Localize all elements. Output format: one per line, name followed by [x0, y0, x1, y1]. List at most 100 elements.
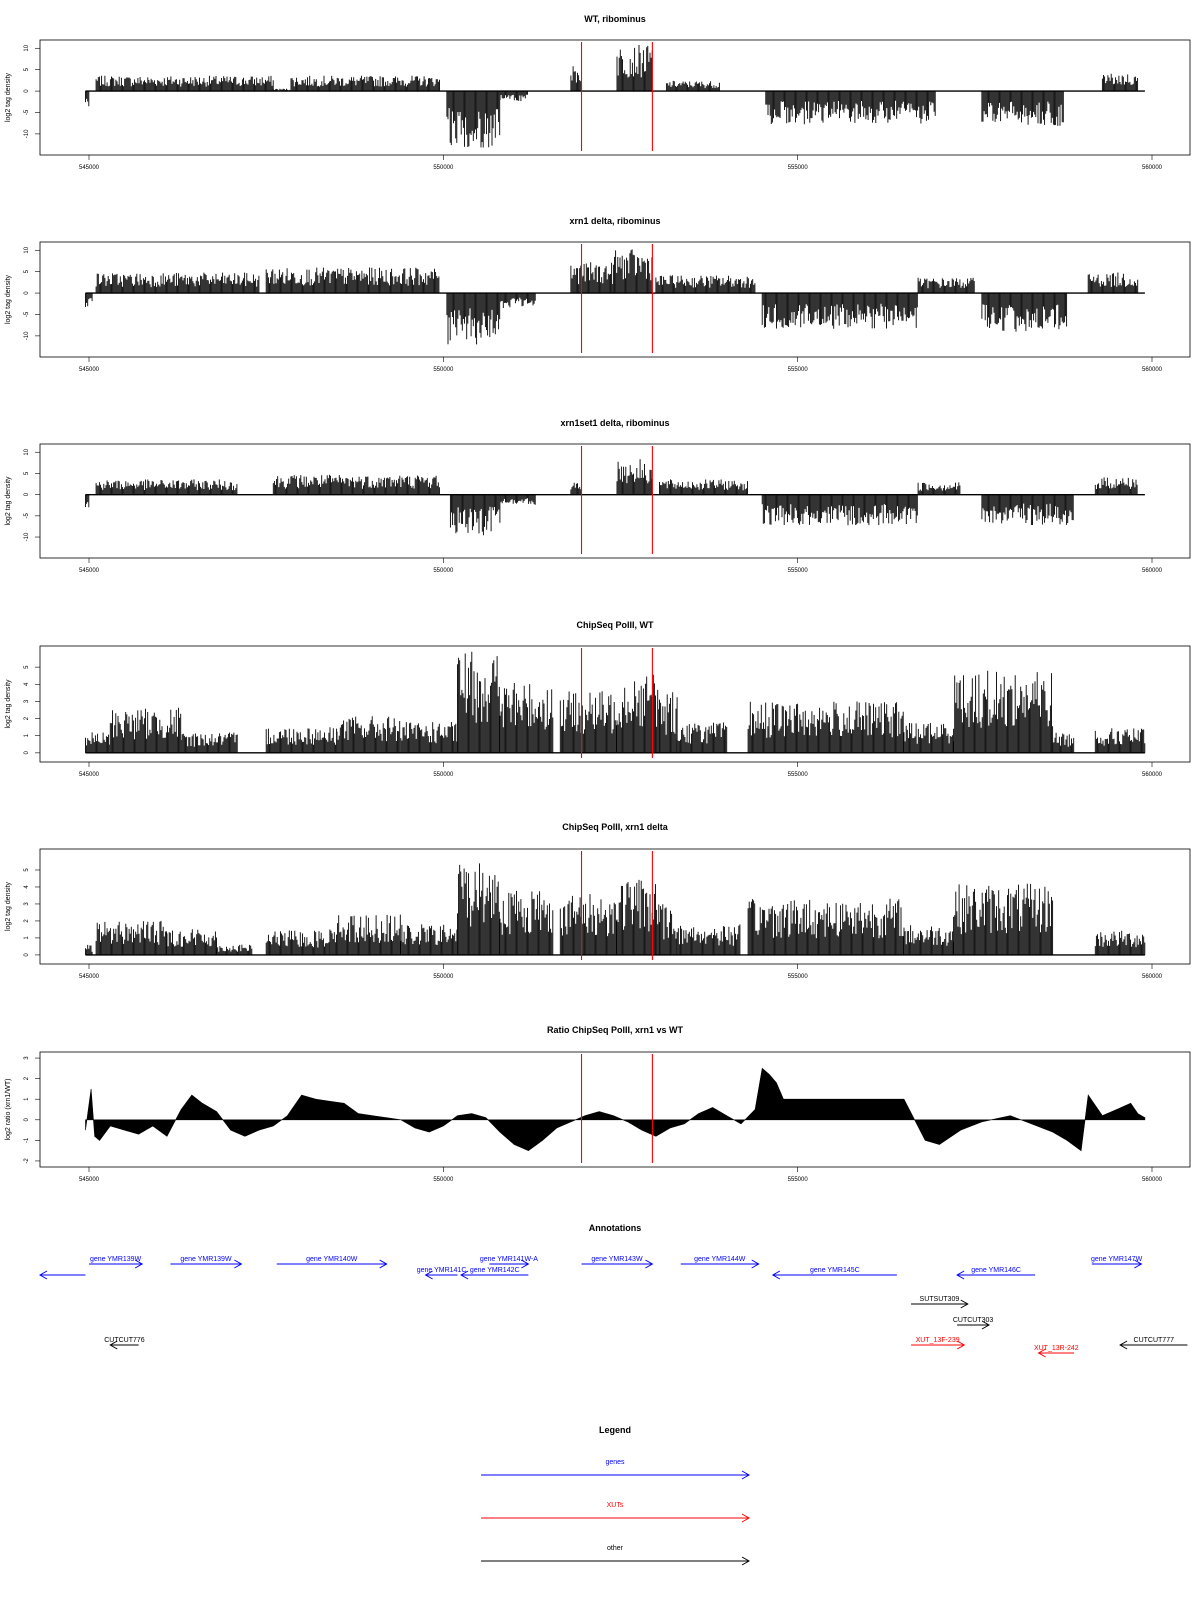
- y-axis-label: log2 tag density: [5, 72, 12, 122]
- signal-bar-segment: [85, 494, 90, 508]
- y-tick-label: 4: [24, 885, 30, 889]
- legend-label: other: [607, 1545, 624, 1552]
- signal-bar-segment: [570, 262, 614, 294]
- x-tick-label: 560000: [1142, 367, 1163, 373]
- signal-bar-segment: [1101, 73, 1139, 92]
- x-tick-label: 550000: [433, 1177, 454, 1183]
- annotation-label: gene YMR140W: [306, 1256, 358, 1263]
- y-axis-label: log2 tag density: [5, 476, 12, 526]
- signal-bar-segment: [499, 293, 536, 308]
- x-tick-label: 555000: [788, 772, 809, 778]
- signal-bar-segment: [903, 723, 954, 753]
- signal-bar-segment: [446, 91, 501, 148]
- signal-bar-segment: [655, 275, 756, 294]
- legend-label: XUTs: [607, 1502, 624, 1509]
- plot-frame: [39, 1051, 1191, 1168]
- y-tick-label: 2: [24, 716, 30, 720]
- y-tick-label: 0: [24, 291, 30, 295]
- plot-frame: [39, 848, 1191, 965]
- annotation-label: CUTCUT777: [1134, 1337, 1175, 1344]
- annotation-label: SUTSUT309: [920, 1296, 960, 1303]
- annotation-arrowhead: [956, 1270, 965, 1280]
- y-tick-label: -1: [24, 1137, 30, 1143]
- signal-bar-segment: [616, 879, 660, 955]
- y-tick-label: -2: [24, 1158, 30, 1164]
- legend-arrowhead: [741, 1556, 751, 1566]
- signal-bar-segment: [109, 707, 182, 753]
- annotation-arrowhead: [134, 1259, 144, 1269]
- y-tick-label: 4: [24, 682, 30, 686]
- y-tick-label: 3: [24, 902, 30, 906]
- annotation-label: gene YMR144W: [694, 1256, 746, 1263]
- x-tick-label: 550000: [433, 974, 454, 980]
- y-tick-label: 1: [24, 936, 30, 940]
- signal-bar-segment: [499, 91, 528, 102]
- x-tick-label: 555000: [788, 568, 809, 574]
- annotation-label: gene YMR147W: [1091, 1256, 1143, 1263]
- y-tick-label: 0: [24, 1117, 30, 1121]
- signal-bar-segment: [570, 482, 582, 495]
- signal-bar-segment: [953, 670, 1054, 753]
- x-tick-label: 560000: [1142, 1177, 1163, 1183]
- y-tick-label: -10: [24, 129, 30, 138]
- signal-bar-segment: [981, 293, 1068, 332]
- signal-bar-segment: [400, 924, 458, 955]
- ratio-area: [85, 1067, 1146, 1152]
- signal-bar-segment: [499, 683, 554, 753]
- signal-bar-segment: [400, 722, 458, 753]
- signal-bar-segment: [765, 91, 936, 125]
- annotation-arrowhead: [645, 1259, 654, 1269]
- signal-bar-segment: [917, 277, 975, 294]
- annotation-arrowhead: [379, 1259, 388, 1269]
- signal-bar-segment: [903, 925, 954, 955]
- signal-bar-segment: [95, 272, 260, 294]
- signal-bar-segment: [953, 883, 1054, 955]
- annotation-arrowhead: [424, 1270, 433, 1280]
- y-tick-label: -5: [24, 513, 30, 519]
- signal-bar-segment: [612, 249, 653, 294]
- signal-bar-segment: [666, 80, 720, 92]
- y-axis-label: log2 tag density: [5, 679, 12, 729]
- signal-bar-segment: [499, 494, 536, 505]
- signal-bar-segment: [449, 494, 501, 536]
- y-axis-label: log2 tag density: [5, 274, 12, 324]
- signal-bar-segment: [265, 727, 338, 753]
- y-tick-label: 3: [24, 1056, 30, 1060]
- annotations-title: Annotations: [589, 1223, 642, 1233]
- y-tick-label: 2: [24, 919, 30, 923]
- signal-bar-segment: [761, 293, 918, 329]
- signal-bar-segment: [676, 924, 741, 955]
- signal-bar-segment: [95, 75, 274, 92]
- x-tick-label: 555000: [788, 367, 809, 373]
- x-tick-label: 555000: [788, 165, 809, 171]
- signal-bar-segment: [336, 716, 401, 753]
- signal-bar-segment: [659, 692, 678, 753]
- signal-bar-segment: [265, 930, 330, 955]
- y-tick-label: -10: [24, 532, 30, 541]
- annotation-arrowhead: [771, 1270, 781, 1280]
- plot-frame: [39, 645, 1191, 763]
- signal-bar-segment: [1094, 477, 1138, 495]
- plot-frame: [39, 39, 1191, 156]
- annotation-arrowhead: [751, 1259, 760, 1269]
- signal-bar-segment: [272, 88, 292, 92]
- annotation-arrowhead: [1134, 1259, 1143, 1269]
- x-tick-label: 550000: [433, 772, 454, 778]
- annotation-label: gene YMR141W-A: [480, 1256, 538, 1263]
- y-tick-label: -10: [24, 331, 30, 340]
- panel-title: xrn1 delta, ribominus: [569, 216, 660, 226]
- annotation-arrowhead: [981, 1320, 991, 1330]
- signal-bar-segment: [95, 920, 167, 955]
- annotation-label: gene YMR139W: [90, 1256, 142, 1263]
- annotation-label: CUTCUT303: [953, 1317, 994, 1324]
- y-tick-label: 1: [24, 733, 30, 737]
- x-tick-label: 560000: [1142, 568, 1163, 574]
- x-tick-label: 555000: [788, 1177, 809, 1183]
- signal-bar-segment: [272, 474, 440, 495]
- annotation-arrowhead: [109, 1340, 118, 1350]
- annotation-label: gene YMR141C: [417, 1267, 467, 1274]
- signal-bar-segment: [616, 45, 653, 92]
- annotation-label: gene YMR139W: [180, 1256, 232, 1263]
- annotation-label: gene YMR143W: [591, 1256, 643, 1263]
